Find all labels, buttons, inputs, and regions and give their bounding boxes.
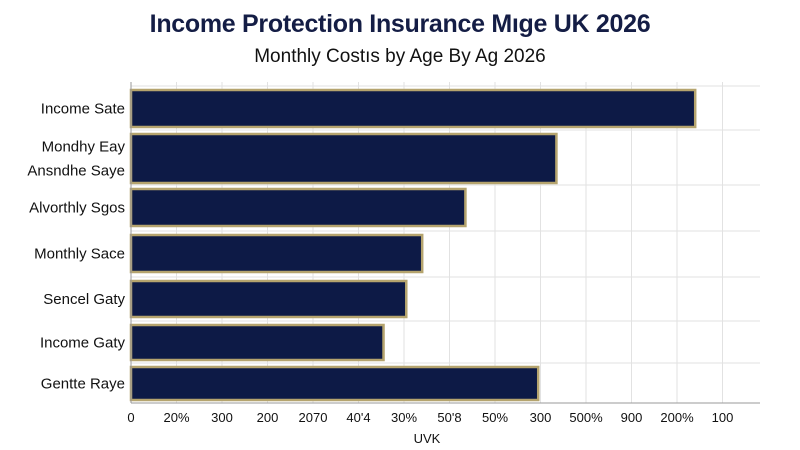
x-tick-label: 300 — [211, 410, 233, 425]
bar — [129, 323, 385, 362]
x-tick-label: 300 — [530, 410, 552, 425]
category-label: Income Gaty — [40, 335, 126, 352]
category-label: Mondhy Eay — [42, 139, 126, 156]
bar — [129, 132, 558, 185]
category-label: Ansndhe Saye — [27, 163, 125, 180]
bar — [129, 279, 408, 319]
category-label: Gentte Raye — [41, 376, 125, 393]
x-tick-label: 500% — [569, 410, 603, 425]
x-tick-label: 50'8 — [437, 410, 461, 425]
x-tick-label: 30% — [391, 410, 417, 425]
x-tick-label: 40'4 — [346, 410, 370, 425]
x-tick-label: 200 — [257, 410, 279, 425]
chart-title: Income Protection Insurance Mıge UK 2026 — [149, 10, 651, 38]
category-label: Sencel Gaty — [43, 291, 125, 308]
x-tick-label: 0 — [127, 410, 134, 425]
bar — [129, 365, 540, 402]
category-label: Income Sate — [41, 101, 125, 118]
x-axis-label: UVK — [414, 431, 441, 446]
x-tick-label: 50% — [482, 410, 508, 425]
bar — [129, 88, 697, 129]
x-tick-label: 200% — [660, 410, 694, 425]
x-tick-label: 20% — [163, 410, 189, 425]
x-tick-label: 2070 — [299, 410, 328, 425]
category-label: Alvorthly Sgos — [29, 200, 125, 217]
bar — [129, 187, 467, 228]
category-label: Monthly Sace — [34, 246, 125, 263]
x-tick-label: 900 — [621, 410, 643, 425]
chart-subtitle: Monthly Costıs by Age By Ag 2026 — [254, 46, 546, 67]
bar — [129, 233, 424, 274]
x-tick-label: 100 — [712, 410, 734, 425]
